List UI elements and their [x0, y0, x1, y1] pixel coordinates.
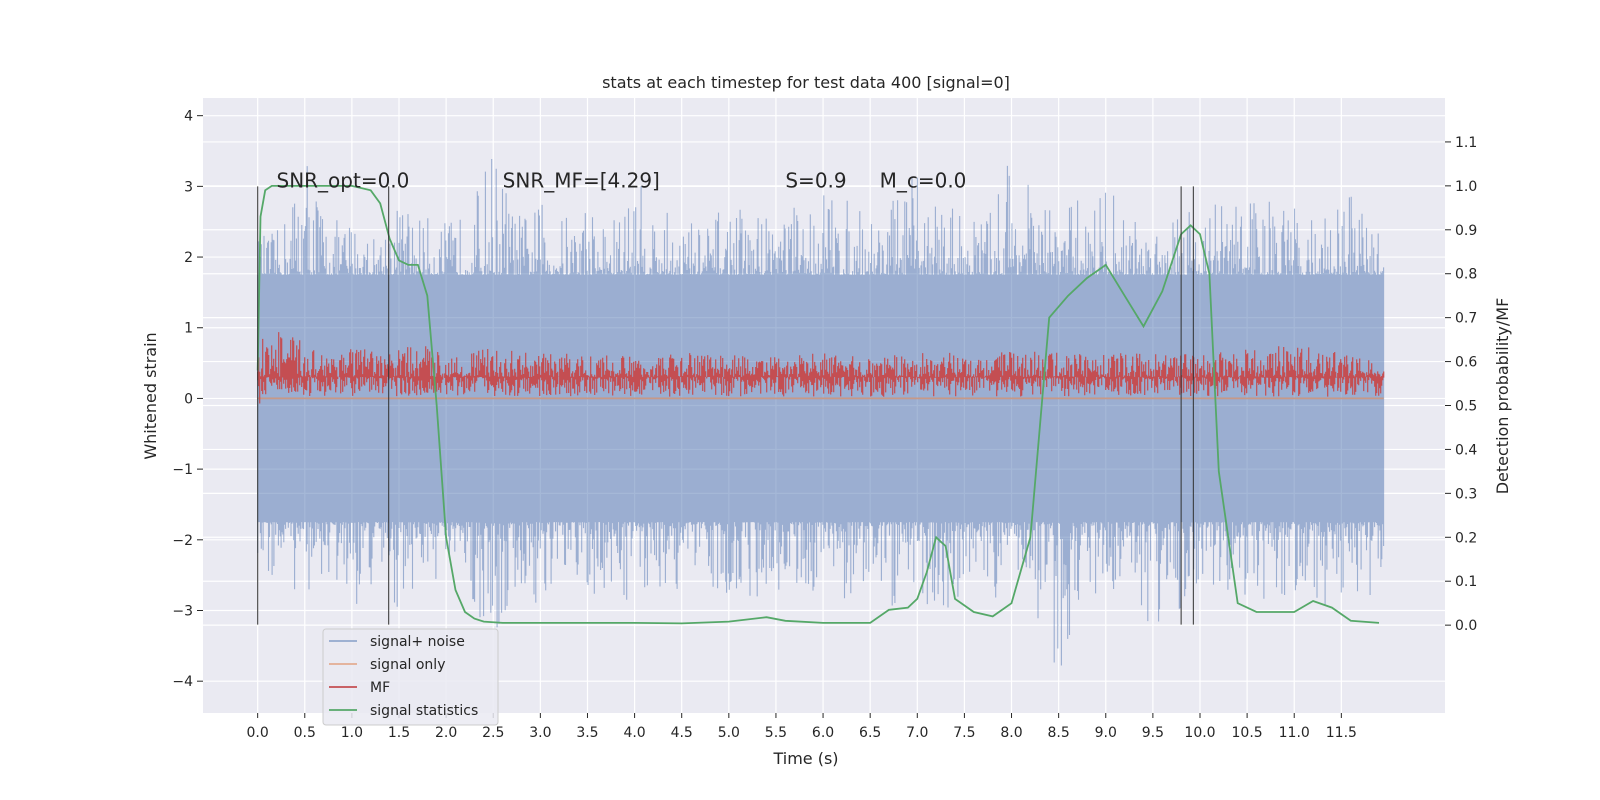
legend: signal+ noise signal only MF signal statist…: [322, 628, 499, 726]
y-tick-label-left: 0: [184, 391, 193, 407]
x-tick-label: 4.5: [671, 725, 693, 741]
x-tick-label: 7.0: [906, 725, 928, 741]
x-tick-label: 1.5: [388, 725, 410, 741]
legend-label: signal+ noise: [370, 634, 465, 650]
x-tick-label: 2.0: [435, 725, 457, 741]
legend-label: signal statistics: [370, 703, 478, 719]
axes: 0.0 0.5 1.0 1.5 2.0 2.5 3.0 3.5 4.0 4.5 5.0 5.5 6.0 6…: [172, 109, 1477, 741]
y-tick-label-right: 0.3: [1455, 486, 1477, 502]
y-tick-label-right: 0.4: [1455, 442, 1477, 458]
y-tick-label-right: 0.0: [1455, 618, 1477, 634]
y-tick-label-right: 1.1: [1455, 135, 1477, 151]
x-axis-label: Time (s): [772, 749, 838, 768]
y-tick-label-right: 0.7: [1455, 311, 1477, 327]
y-tick-label-left: −4: [172, 674, 193, 690]
x-tick-label: 9.0: [1095, 725, 1117, 741]
y-tick-label-right: 0.9: [1455, 223, 1477, 239]
y-tick-label-left: 2: [184, 250, 193, 266]
y-tick-label-right: 0.2: [1455, 530, 1477, 546]
y-tick-label-right: 0.5: [1455, 399, 1477, 415]
x-tick-label: 5.5: [765, 725, 787, 741]
y-tick-label-left: −2: [172, 533, 193, 549]
x-tick-label: 2.5: [482, 725, 504, 741]
x-tick-label: 8.0: [1000, 725, 1022, 741]
x-tick-label: 8.5: [1048, 725, 1070, 741]
x-tick-label: 11.0: [1279, 725, 1310, 741]
annotation-text: S=0.9: [785, 168, 846, 192]
x-tick-label: 7.5: [953, 725, 975, 741]
y-tick-label-right: 0.1: [1455, 574, 1477, 590]
y-tick-label-right: 0.8: [1455, 267, 1477, 283]
y-tick-label-left: −3: [172, 604, 193, 620]
y-axis-label-left: Whitened strain: [141, 332, 160, 459]
legend-box: [322, 628, 499, 726]
x-tick-label: 4.0: [623, 725, 645, 741]
legend-label: MF: [370, 680, 390, 696]
y-tick-label-right: 1.0: [1455, 179, 1477, 195]
x-tick-label: 0.0: [247, 725, 269, 741]
legend-label: signal only: [370, 657, 445, 673]
x-tick-label: 10.0: [1184, 725, 1215, 741]
annotation-text: M_c=0.0: [880, 168, 967, 192]
x-tick-label: 10.5: [1232, 725, 1263, 741]
y-tick-label-left: 4: [184, 109, 193, 125]
annotation-text: SNR_opt=0.0: [277, 168, 410, 192]
x-tick-label: 6.5: [859, 725, 881, 741]
x-tick-label: 0.5: [294, 725, 316, 741]
x-tick-label: 9.5: [1142, 725, 1164, 741]
x-tick-label: 5.0: [718, 725, 740, 741]
x-tick-label: 1.0: [341, 725, 363, 741]
vertical-markers: [257, 186, 1194, 625]
y-tick-label-right: 0.6: [1455, 355, 1477, 371]
x-tick-label: 11.5: [1326, 725, 1357, 741]
x-tick-label: 3.5: [576, 725, 598, 741]
annotation-text: SNR_MF=[4.29]: [503, 168, 660, 192]
y-tick-label-left: −1: [172, 462, 193, 478]
x-tick-label: 3.0: [529, 725, 551, 741]
y-axis-label-right: Detection probability/MF: [1493, 298, 1512, 495]
y-tick-label-left: 3: [184, 179, 193, 195]
annotations: SNR_opt=0.0 SNR_MF=[4.29] S=0.9 M_c=0.0: [277, 168, 967, 192]
y-tick-label-left: 1: [184, 321, 193, 337]
x-tick-label: 6.0: [812, 725, 834, 741]
chart-title: stats at each timestep for test data 400…: [602, 73, 1010, 92]
series-signal-statistics: [256, 184, 1380, 625]
